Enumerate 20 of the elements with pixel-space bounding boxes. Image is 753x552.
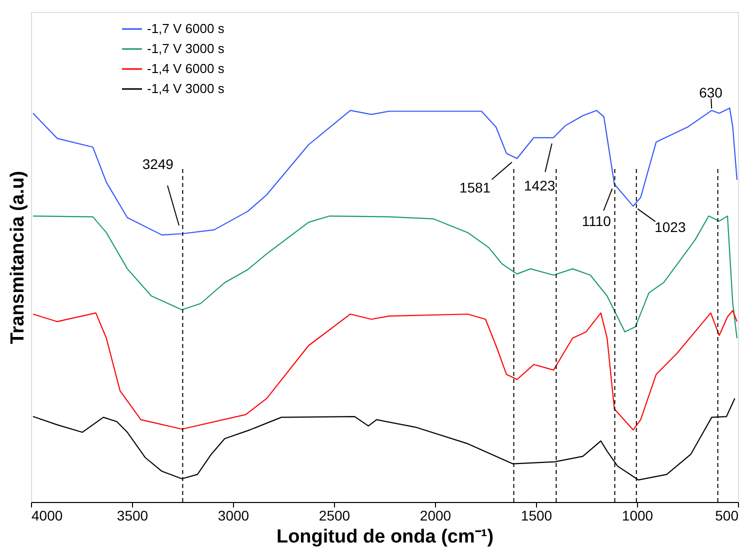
- x-tick-label: 500: [715, 508, 739, 524]
- x-tick-label: 1500: [520, 508, 552, 524]
- x-tick-label: 2500: [318, 508, 350, 524]
- x-tick-label: 3500: [116, 508, 148, 524]
- legend-label: -1,7 V 3000 s: [147, 41, 225, 56]
- x-axis-title: Longitud de onda (cm⁻¹): [276, 526, 494, 548]
- annotation: 1423: [524, 178, 556, 194]
- annotation: 1110: [582, 213, 612, 230]
- legend-label: -1,4 V 6000 s: [147, 61, 225, 76]
- annotation: 1023: [654, 219, 686, 236]
- legend-label: -1,7 V 6000 s: [147, 21, 225, 36]
- legend-label: -1,4 V 3000 s: [147, 81, 225, 96]
- annotation: 630: [699, 84, 723, 100]
- annotation: 1581: [459, 180, 491, 196]
- y-axis-title: Transmitancia (a.u): [8, 170, 28, 344]
- x-tick-label: 2000: [420, 508, 452, 524]
- x-tick-label: 1000: [622, 508, 654, 524]
- x-tick-label: 4000: [32, 508, 63, 524]
- annotation: 3249: [142, 156, 174, 172]
- x-tick-label: 3000: [218, 508, 250, 524]
